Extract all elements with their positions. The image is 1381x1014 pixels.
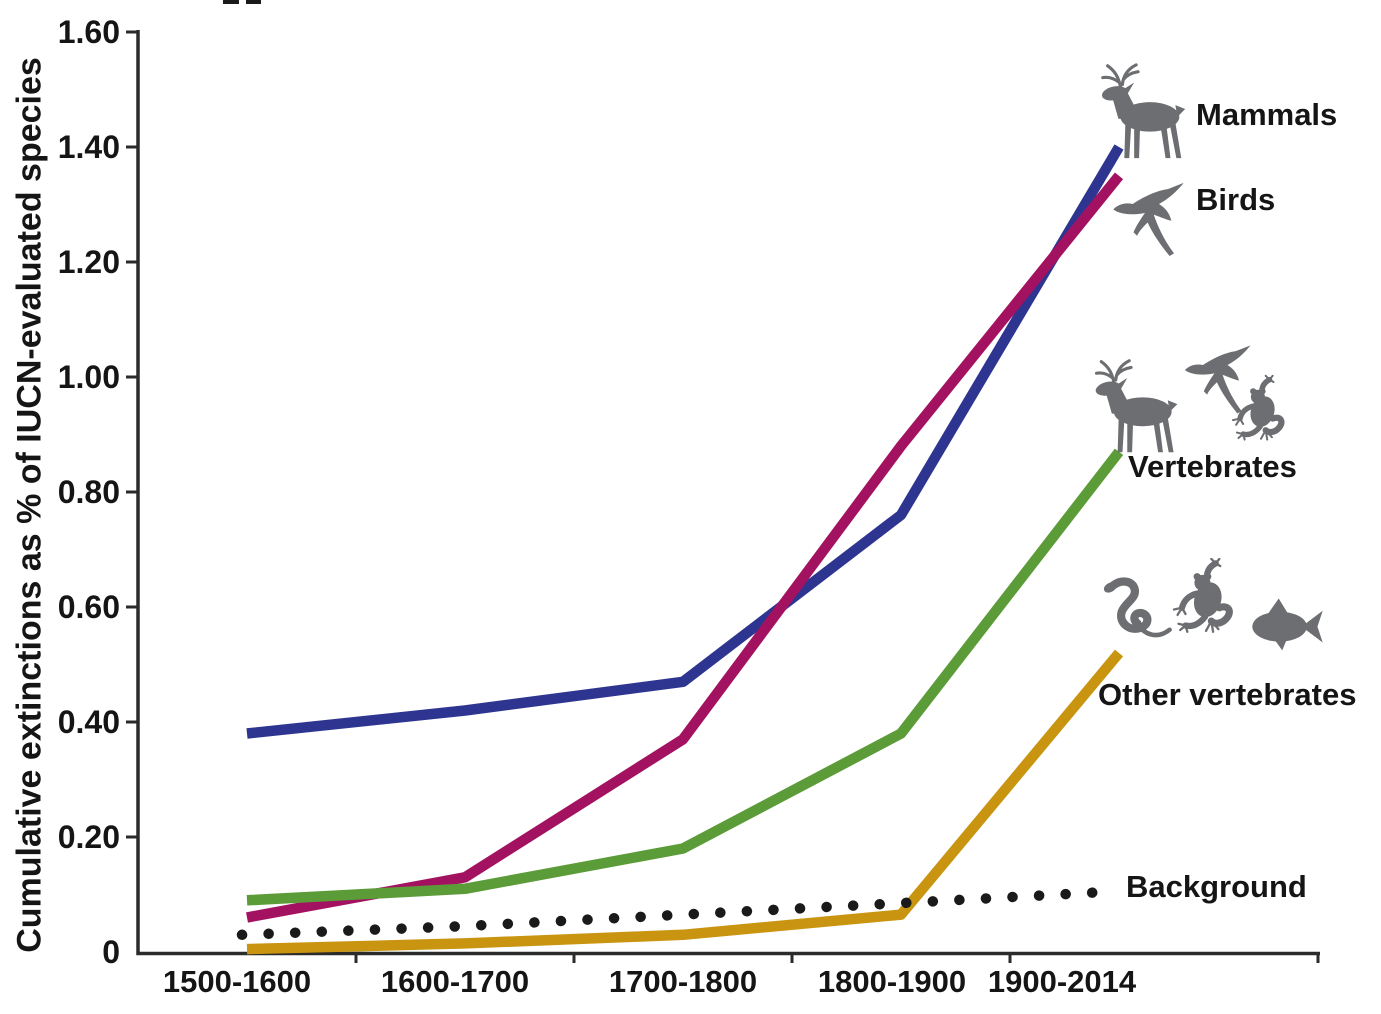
series-lines [236, 144, 1124, 955]
series-line-vertebrates [246, 448, 1124, 906]
y-tick-label: 0.40 [57, 704, 120, 740]
x-tick-label: 1600-1700 [380, 964, 530, 999]
series-line-other-vertebrates [246, 649, 1124, 955]
legend-label-vertebrates: Vertebrates [1128, 449, 1297, 484]
y-tick-label: 1.20 [57, 244, 120, 280]
x-tick-label: 1700-1800 [608, 964, 758, 999]
y-tick-label: 1.60 [57, 14, 120, 50]
x-tick-label: 1500-1600 [162, 964, 312, 999]
x-tick-label: 1800-1900 [817, 964, 967, 999]
deer-icon [1088, 58, 1196, 164]
axis-ticks [126, 30, 1320, 963]
y-tick-label: 0.80 [57, 474, 120, 510]
y-tick-label: 0 [102, 934, 120, 970]
legend-label-background: Background [1126, 869, 1307, 904]
fish-icon [1240, 592, 1328, 656]
y-tick-label: 0.20 [57, 819, 120, 855]
snake-icon [1098, 574, 1176, 658]
y-tick-label: 1.00 [57, 359, 120, 395]
cropped-text-artifact [246, 0, 261, 4]
frog-icon [1226, 374, 1296, 446]
series-line-mammals [246, 144, 1124, 739]
frog-icon [1166, 558, 1246, 638]
y-tick-label: 0.60 [57, 589, 120, 625]
x-tick-label: 1900-2014 [987, 964, 1137, 999]
cropped-text-artifact [223, 0, 239, 4]
swallow-icon [1108, 176, 1196, 262]
axes [136, 30, 1320, 956]
legend-label-birds: Birds [1196, 182, 1276, 217]
legend-label-mammals: Mammals [1196, 97, 1338, 132]
legend-label-other-vertebrates: Other vertebrates [1098, 677, 1357, 712]
deer-icon [1082, 356, 1188, 456]
y-tick-label: 1.40 [57, 129, 120, 165]
